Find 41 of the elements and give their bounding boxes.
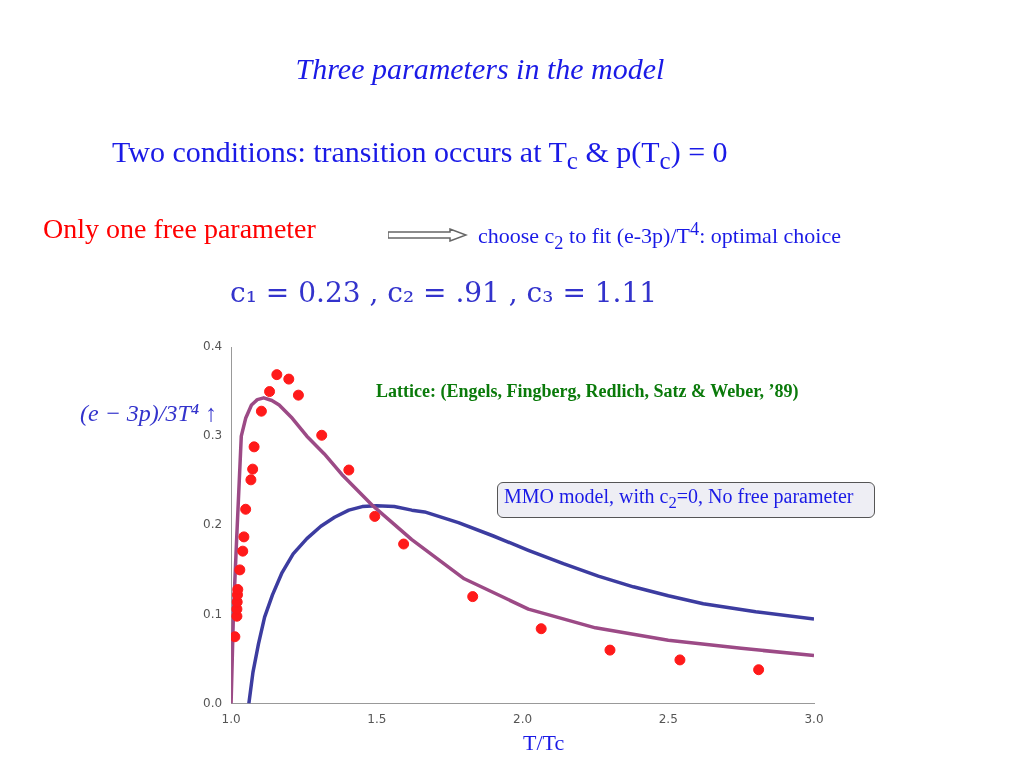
x-tick-label: 3.0 (804, 711, 824, 726)
point (316, 429, 328, 441)
x-tick-label: 2.0 (513, 711, 533, 726)
y-tick-label: 0.3 (202, 428, 223, 443)
point (271, 369, 283, 381)
y-tick-label: 0.2 (202, 517, 223, 532)
annotation: MMO model, with c$_{2}$=0, No free parameter (497, 482, 875, 518)
point (237, 545, 249, 557)
point (231, 631, 241, 643)
point (674, 654, 686, 666)
point (753, 664, 765, 676)
point (255, 405, 267, 417)
chart-title: Three parameters in the model (294, 52, 666, 86)
point (247, 463, 259, 475)
y-axis-title: (e − 3p)/3T⁴ ↑ (80, 400, 218, 427)
point (343, 464, 355, 476)
point (604, 644, 616, 656)
point (292, 389, 304, 401)
point (234, 564, 246, 576)
text: Two conditions: transition occurs at T$_{c}$ & p(T$_{c}$) = 0 (112, 135, 728, 175)
x-axis-title: T/Tc (523, 730, 565, 756)
point (467, 591, 479, 603)
text: Only one free parameter (43, 213, 316, 245)
point (238, 531, 250, 543)
y-tick-label: 0.0 (202, 695, 223, 710)
point (369, 510, 381, 522)
x-tick-label: 2.5 (658, 711, 678, 726)
point (264, 386, 276, 398)
text: choose c$_{2}$ to fit (e-3p)/T$^{4}$: optimal choice (478, 219, 841, 254)
y-tick-label: 0.1 (202, 606, 223, 621)
x-tick-label: 1.5 (367, 711, 387, 726)
point (248, 441, 260, 453)
point (535, 623, 547, 635)
y-tick-label: 0.4 (202, 339, 223, 354)
point (240, 503, 252, 515)
x-tick-label: 1.0 (221, 711, 241, 726)
text: c₁ = 0.23 , c₂ = .91 , c₃ = 1.11 (230, 276, 658, 309)
point (398, 538, 410, 550)
annotation: Lattice: (Engels, Fingberg, Redlich, Satz & Weber, ’89) (376, 381, 799, 402)
point (245, 474, 257, 486)
point (283, 373, 295, 385)
